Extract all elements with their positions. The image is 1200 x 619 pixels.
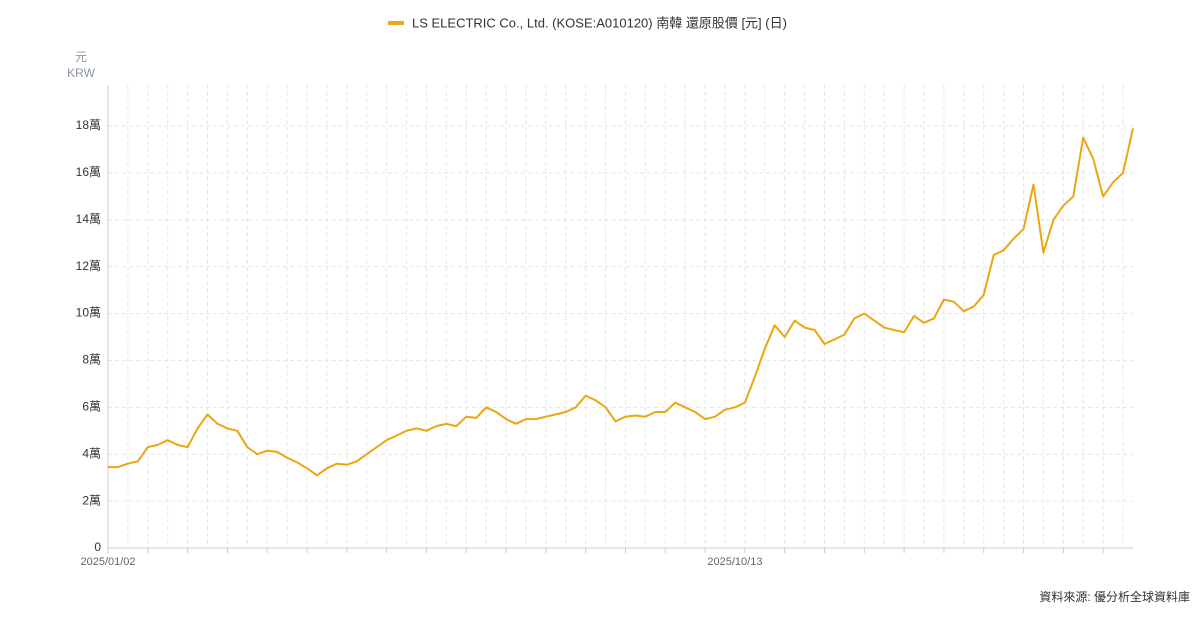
y-tick-label: 18萬 (76, 118, 101, 132)
y-tick-label: 12萬 (76, 259, 101, 273)
y-tick-label: 4萬 (82, 446, 101, 460)
legend-swatch (388, 21, 404, 25)
legend-label: LS ELECTRIC Co., Ltd. (KOSE:A010120) 南韓 … (412, 15, 787, 30)
y-tick-label: 6萬 (82, 400, 101, 414)
source: 資料來源: 優分析全球資料庫 (1039, 589, 1190, 604)
y-tick-label: 8萬 (82, 353, 101, 367)
x-tick-label: 2025/10/13 (707, 556, 762, 568)
y-unit: 元 (75, 50, 87, 64)
price-line (108, 128, 1134, 477)
y-axis-label: KRW (67, 66, 95, 80)
y-tick-label: 0 (94, 540, 101, 554)
x-tick-label: 2025/01/02 (80, 556, 135, 568)
y-tick-label: 2萬 (82, 493, 101, 507)
y-tick-label: 10萬 (76, 306, 101, 320)
y-tick-label: 16萬 (76, 165, 101, 179)
y-tick-label: 14萬 (76, 212, 101, 226)
